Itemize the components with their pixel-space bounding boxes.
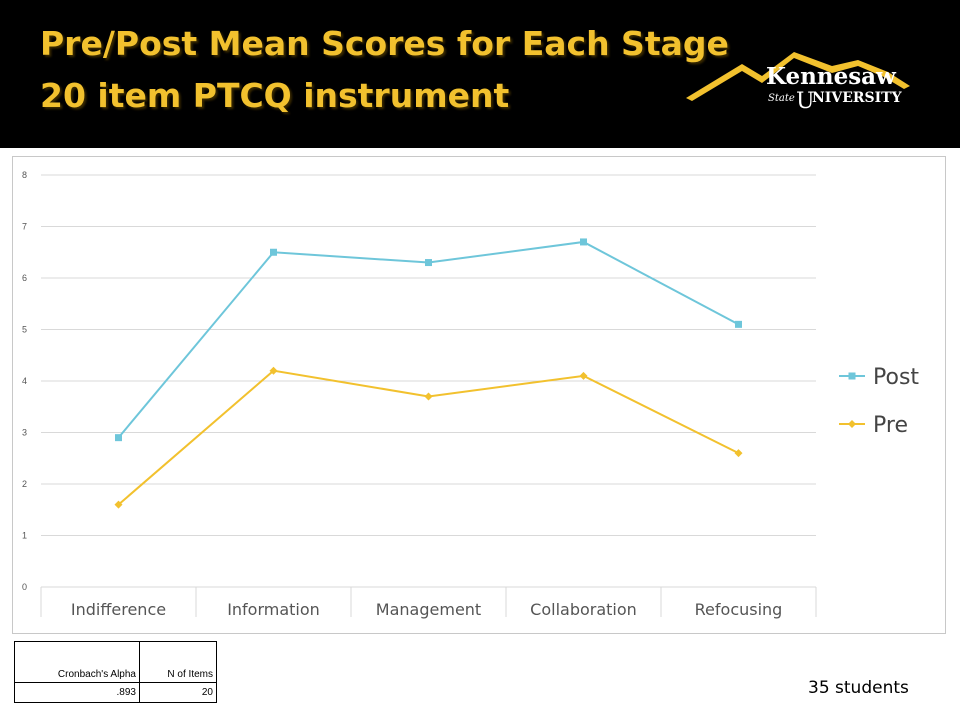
svg-text:U: U: [796, 89, 815, 114]
x-tick-label: Collaboration: [530, 600, 637, 619]
slide-content: 0 1 2 3 4 5 6 7 8 Indifference Information Manageme…: [0, 148, 960, 720]
data-point-pre: [424, 392, 433, 401]
svg-text:State: State: [768, 93, 795, 104]
data-point-post: [425, 259, 432, 267]
sample-size-note: 35 students: [808, 678, 909, 698]
y-tick-label: 6: [22, 273, 27, 283]
series-line-post: [117, 240, 739, 439]
data-point-pre: [114, 500, 123, 509]
y-tick-label: 7: [22, 222, 27, 232]
table-header-row: Cronbach's Alpha N of Items: [14, 641, 217, 683]
x-tick-label: Management: [376, 600, 481, 619]
data-point-post: [580, 238, 587, 246]
y-tick-label: 3: [22, 428, 27, 438]
reliability-table: Cronbach's Alpha N of Items .893 20: [14, 641, 217, 703]
table-cell: .893: [14, 682, 140, 703]
data-point-pre: [579, 371, 588, 380]
line-chart: 0 1 2 3 4 5 6 7 8 Indifference Information Manageme…: [22, 170, 919, 619]
y-tick-label: 4: [22, 376, 27, 386]
y-tick-label: 0: [22, 582, 27, 592]
y-tick-label: 5: [22, 325, 27, 335]
data-point-pre: [269, 366, 278, 375]
x-tick-label: Indifference: [71, 600, 166, 619]
x-tick-label: Information: [227, 600, 320, 619]
kennesaw-state-logo: Kennesaw State U NIVERSITY: [686, 52, 910, 114]
legend-label-post: Post: [873, 365, 919, 390]
y-tick-label: 2: [22, 479, 27, 489]
table-header-cell: N of Items: [139, 641, 217, 683]
y-tick-label: 8: [22, 170, 27, 180]
legend-marker-pre: [848, 420, 856, 428]
svg-text:NIVERSITY: NIVERSITY: [812, 90, 903, 106]
x-tick-label: Refocusing: [695, 600, 783, 619]
data-point-post: [115, 434, 122, 442]
legend-marker-post: [848, 372, 856, 380]
data-point-post: [270, 248, 277, 256]
legend-label-pre: Pre: [873, 413, 908, 438]
table-cell: 20: [139, 682, 217, 703]
y-tick-label: 1: [22, 531, 27, 541]
table-header-cell: Cronbach's Alpha: [14, 641, 140, 683]
series-line-pre: [117, 369, 739, 506]
data-point-post: [735, 320, 742, 328]
chart-frame: 0 1 2 3 4 5 6 7 8 Indifference Information Manageme…: [12, 156, 946, 634]
table-row: .893 20: [14, 682, 217, 703]
slide-title-line-1: Pre/Post Mean Scores for Each Stage: [40, 24, 729, 63]
data-point-pre: [734, 449, 743, 458]
slide-title-line-2: 20 item PTCQ instrument: [40, 76, 510, 115]
slide-header: Pre/Post Mean Scores for Each Stage 20 i…: [0, 0, 960, 148]
svg-text:Kennesaw: Kennesaw: [766, 63, 897, 90]
